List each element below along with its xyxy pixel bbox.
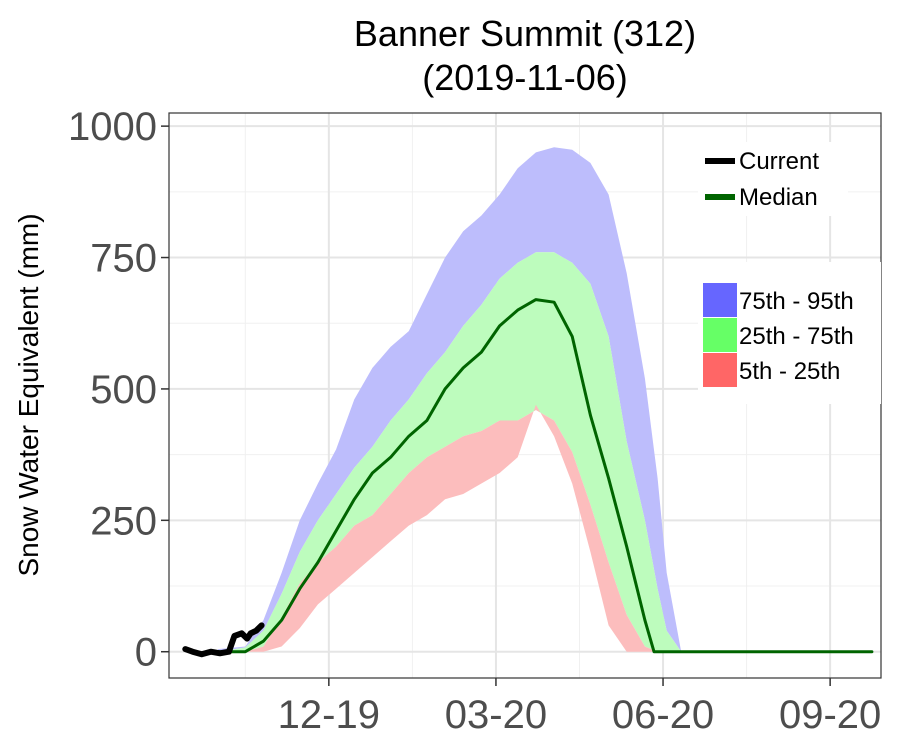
x-tick-label: 09-20 xyxy=(779,693,881,737)
chart-title-text: Banner Summit (312) xyxy=(354,13,696,54)
band-p5-p25 xyxy=(218,404,872,652)
y-tick-label: 0 xyxy=(135,631,157,675)
series-lines xyxy=(182,298,874,658)
y-tick-label: 250 xyxy=(90,499,157,543)
series-line-median xyxy=(216,298,874,654)
y-tick-label: 750 xyxy=(90,237,157,281)
legend-band-swatch xyxy=(703,283,737,317)
legend-band-label: 75th - 95th xyxy=(739,288,854,315)
percentile-bands xyxy=(218,147,872,652)
legend-lines: Current Median xyxy=(698,142,848,216)
legend-band-swatch xyxy=(703,318,737,352)
band-p25-p75 xyxy=(218,252,872,652)
band-p75-p95 xyxy=(218,147,872,652)
legend-line-label: Median xyxy=(739,184,818,211)
x-tick-label: 06-20 xyxy=(612,693,714,737)
y-axis-label: Snow Water Equivalent (mm) xyxy=(13,213,44,576)
y-axis: 0 250 500 750 1000 xyxy=(68,105,169,675)
y-tick-label: 500 xyxy=(90,368,157,412)
legend-band-label: 25th - 75th xyxy=(739,323,854,350)
y-tick-label: 1000 xyxy=(68,105,157,149)
legend-line-label: Current xyxy=(739,148,819,175)
x-tick-label: 12-19 xyxy=(278,693,380,737)
chart-subtitle-text: (2019-11-06) xyxy=(422,57,627,98)
legend-bands: 75th - 95th 25th - 75th 5th - 25th xyxy=(698,262,881,404)
chart-title: Banner Summit (312) (2019-11-06) xyxy=(354,13,696,98)
legend-band-swatch xyxy=(703,353,737,387)
legend-band-label: 5th - 25th xyxy=(739,358,840,385)
legend-lines-background xyxy=(698,142,848,216)
series-line-current xyxy=(182,622,265,658)
x-axis: 12-19 03-20 06-20 09-20 xyxy=(278,678,881,737)
x-tick-label: 03-20 xyxy=(445,693,547,737)
